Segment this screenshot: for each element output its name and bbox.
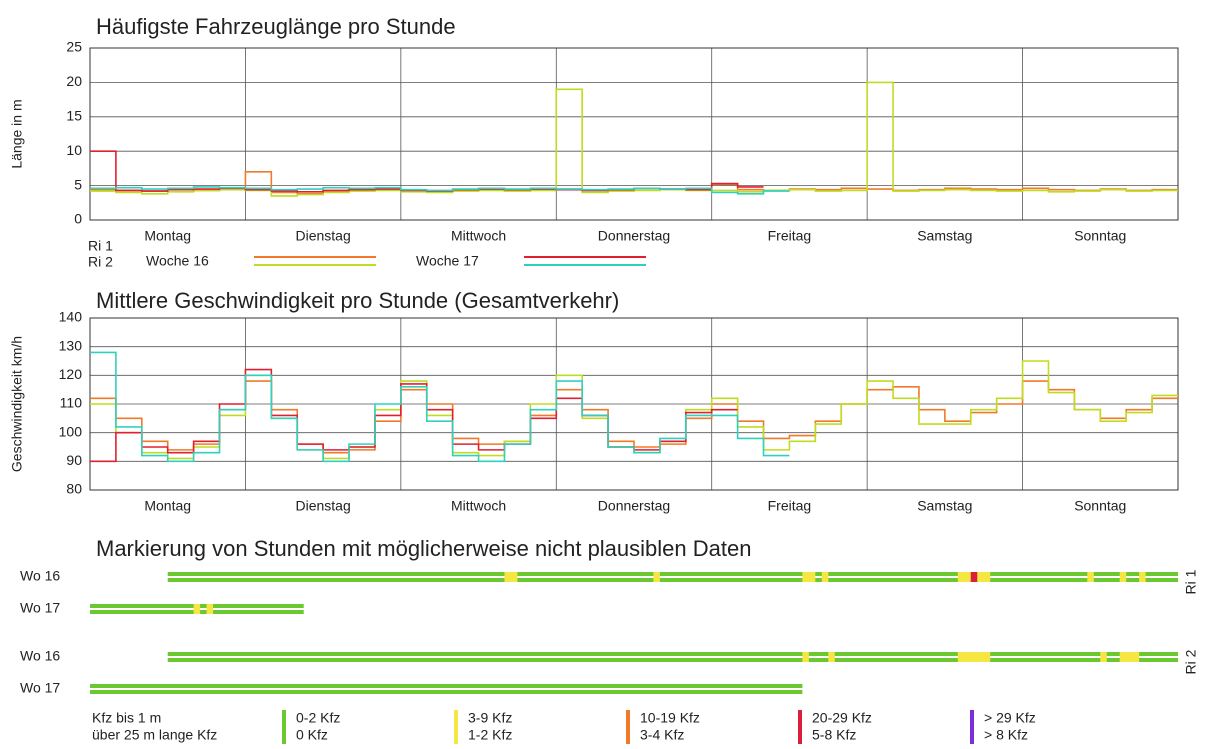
y-tick-label: 15 <box>66 108 82 124</box>
row-label: Wo 17 <box>20 680 60 696</box>
marker-flag <box>1119 652 1140 662</box>
chart-title: Mittlere Geschwindigkeit pro Stunde (Ges… <box>96 288 619 313</box>
marker-flag <box>802 652 809 662</box>
legend-class-label: 3-4 Kfz <box>640 727 684 743</box>
marker-flag <box>504 572 518 582</box>
marker-flag <box>1139 572 1146 582</box>
marker-bar <box>90 690 803 694</box>
row-label: Wo 17 <box>20 600 60 616</box>
step-line <box>90 186 790 195</box>
marker-flag <box>1119 572 1127 582</box>
x-tick-label: Donnerstag <box>598 228 670 244</box>
legend-label: Kfz bis 1 m <box>92 710 161 726</box>
legend-class-label: 5-8 Kfz <box>812 727 856 743</box>
x-tick-label: Dienstag <box>296 498 351 514</box>
x-tick-label: Samstag <box>917 228 972 244</box>
y-tick-label: 5 <box>74 176 82 192</box>
plot-frame <box>89 47 1179 221</box>
marker-flag <box>193 604 201 614</box>
x-tick-label: Donnerstag <box>598 498 670 514</box>
marker-flag <box>821 572 829 582</box>
group-label: Ri 2 <box>1183 649 1199 674</box>
legend-class-label: > 29 Kfz <box>984 710 1036 726</box>
legend-class-label: 3-9 Kfz <box>468 710 512 726</box>
x-tick-label: Sonntag <box>1074 498 1126 514</box>
legend-swatch <box>970 710 974 744</box>
group-label: Ri 1 <box>1183 569 1199 594</box>
legend-class-label: 10-19 Kfz <box>640 710 700 726</box>
y-tick-label: 110 <box>60 395 83 411</box>
legend-swatch <box>282 710 286 744</box>
legend-class-label: 0 Kfz <box>296 727 328 743</box>
y-tick-label: 25 <box>66 39 82 55</box>
x-tick-label: Dienstag <box>296 228 351 244</box>
y-tick-label: 0 <box>74 211 82 227</box>
legend-week: Woche 17 <box>416 253 479 269</box>
legend-direction: Ri 1 <box>88 238 113 254</box>
chart-title: Häufigste Fahrzeuglänge pro Stunde <box>96 14 456 39</box>
marker-flag <box>802 572 816 582</box>
marker-flag <box>1100 652 1107 662</box>
marker-bar <box>167 578 1178 582</box>
y-tick-label: 140 <box>59 309 83 325</box>
legend-swatch <box>798 710 802 744</box>
y-tick-label: 20 <box>66 73 82 89</box>
row-label: Wo 16 <box>20 568 60 584</box>
step-line <box>90 380 1178 454</box>
legend-class-label: > 8 Kfz <box>984 727 1028 743</box>
step-line <box>90 81 1178 197</box>
y-axis-label: Länge in m <box>9 99 25 168</box>
legend-swatch <box>454 710 458 744</box>
y-axis-label: Geschwindigkeit km/h <box>9 336 25 472</box>
marker-flag <box>957 652 991 662</box>
y-tick-label: 80 <box>66 481 82 497</box>
row-label: Wo 16 <box>20 648 60 664</box>
marker-flag <box>828 652 835 662</box>
marker-flag <box>1087 572 1094 582</box>
x-tick-label: Mittwoch <box>451 228 506 244</box>
legend-direction: Ri 2 <box>88 254 113 270</box>
y-tick-label: 100 <box>59 423 83 439</box>
y-tick-label: 130 <box>59 337 83 353</box>
y-tick-label: 90 <box>66 452 82 468</box>
x-tick-label: Montag <box>144 228 191 244</box>
y-tick-label: 120 <box>59 366 83 382</box>
x-tick-label: Sonntag <box>1074 228 1126 244</box>
legend-swatch <box>626 710 630 744</box>
x-tick-label: Freitag <box>768 228 812 244</box>
x-tick-label: Samstag <box>917 498 972 514</box>
x-tick-label: Montag <box>144 498 191 514</box>
marker-bar <box>167 658 1178 662</box>
marker-bar <box>90 684 803 688</box>
marker-flag <box>206 604 214 614</box>
x-tick-label: Freitag <box>768 498 812 514</box>
x-tick-label: Mittwoch <box>451 498 506 514</box>
legend-class-label: 1-2 Kfz <box>468 727 512 743</box>
marker-flag <box>653 572 660 582</box>
legend-week: Woche 16 <box>146 253 209 269</box>
step-line <box>90 351 790 463</box>
legend-class-label: 0-2 Kfz <box>296 710 340 726</box>
marker-flag <box>970 572 978 582</box>
y-tick-label: 10 <box>66 142 82 158</box>
marker-bar <box>167 652 1178 656</box>
legend-label: über 25 m lange Kfz <box>92 727 217 743</box>
marker-bar <box>167 572 1178 576</box>
chart-title: Markierung von Stunden mit möglicherweis… <box>96 536 751 561</box>
legend-class-label: 20-29 Kfz <box>812 710 872 726</box>
